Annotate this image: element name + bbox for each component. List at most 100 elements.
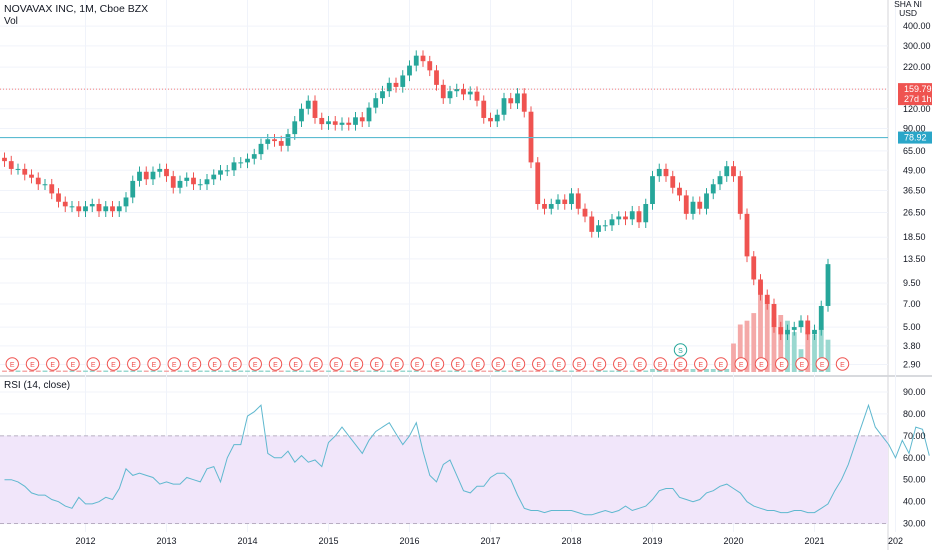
candle-body (501, 98, 507, 115)
earnings-marker (127, 357, 141, 371)
candle-body (778, 327, 784, 335)
candle-body (629, 211, 635, 220)
rsi-tick-label: 40.00 (903, 497, 926, 507)
candle-body (596, 225, 601, 232)
volume-bar (785, 320, 790, 372)
earnings-marker-label: E (455, 362, 460, 369)
earnings-marker (5, 357, 19, 371)
earnings-marker-label: E (779, 362, 784, 369)
candle-body (609, 219, 615, 226)
volume-bar (548, 370, 554, 372)
rsi-tick-label: 80.00 (903, 409, 926, 419)
candle-body (461, 89, 466, 95)
candle-body (29, 174, 34, 178)
rsi-band-fill (0, 435, 888, 524)
earnings-marker-label: E (476, 362, 481, 369)
candle-body (690, 201, 696, 214)
volume-bar (555, 370, 561, 372)
earnings-marker-label: E (50, 362, 55, 369)
volume-bar (758, 281, 763, 372)
candle-body (157, 168, 163, 172)
candle-body (76, 206, 82, 212)
candle-body (359, 117, 365, 122)
candle-body (623, 216, 628, 220)
candle-body (103, 206, 109, 212)
volume-bar (265, 370, 271, 372)
earnings-marker (673, 357, 688, 371)
price-tick-label: 13.50 (903, 254, 926, 264)
rsi-tick-label: 70.00 (903, 431, 926, 441)
volume-bar (184, 370, 190, 372)
candle-body (285, 134, 291, 146)
volume-bar (62, 370, 68, 372)
volume-bar (137, 370, 142, 372)
earnings-marker (532, 357, 546, 371)
candle-body (764, 294, 770, 304)
candle-body (69, 206, 75, 208)
volume-bar (191, 370, 196, 372)
earnings-marker (147, 357, 161, 371)
volume-bar (83, 370, 88, 372)
candle-body (177, 180, 183, 188)
volume-bar (744, 320, 750, 372)
candle-body (643, 204, 649, 223)
volume-bar (488, 370, 493, 372)
earnings-marker-label: E (91, 362, 96, 369)
earnings-marker-label: E (314, 362, 319, 369)
earnings-marker (390, 357, 404, 371)
candle-body (602, 225, 608, 227)
volume-bar (299, 370, 304, 372)
candle-body (791, 327, 797, 330)
earnings-marker-label: E (678, 362, 683, 369)
price-tick-label: 18.50 (903, 232, 926, 242)
year-tick-label: 2012 (75, 536, 95, 546)
price-tick-label: 49.00 (903, 165, 926, 175)
earnings-marker (208, 357, 222, 371)
candle-body (116, 206, 122, 212)
candle-body (8, 161, 14, 169)
earnings-marker (633, 357, 647, 371)
earnings-marker (491, 357, 505, 371)
earnings-marker-label: E (293, 362, 298, 369)
earnings-marker (734, 357, 748, 371)
volume-bar (218, 370, 223, 372)
earnings-marker-label: E (152, 362, 157, 369)
volume-bar (278, 370, 284, 372)
rsi-series-line (4, 403, 930, 516)
volume-bars (2, 281, 831, 372)
volume-bar (197, 370, 203, 372)
price-tick-label: 2.90 (903, 359, 921, 369)
earnings-marker (511, 357, 526, 371)
year-tick-label: 2020 (723, 536, 743, 546)
price-tick-label: 9.50 (903, 278, 921, 288)
earnings-marker-label: E (800, 362, 805, 369)
volume-bar (447, 370, 453, 372)
volume-bar (76, 370, 82, 372)
candle-body (164, 168, 169, 177)
last-price-value: 159.79 (904, 84, 932, 94)
year-tick-label: 2013 (156, 536, 176, 546)
price-tick-label: 26.50 (903, 208, 926, 218)
candle-body (123, 197, 129, 207)
volume-bar (643, 370, 649, 372)
candle-body (474, 91, 480, 101)
volume-bar (413, 370, 419, 372)
candle-body (744, 213, 750, 257)
year-tick-label: 2019 (642, 536, 662, 546)
candle-body (62, 201, 68, 207)
candle-body (143, 171, 149, 180)
earnings-marker (106, 357, 121, 371)
volume-bar (29, 370, 34, 372)
earnings-marker (815, 357, 829, 371)
volume-bar (508, 370, 514, 372)
candle-body (292, 121, 298, 135)
earnings-marker (248, 357, 262, 371)
volume-bar (535, 370, 541, 372)
earnings-marker (775, 357, 789, 371)
volume-bar (339, 370, 345, 372)
volume-bar (116, 370, 122, 372)
earnings-marker (471, 357, 485, 371)
price-tick-label: 36.50 (903, 186, 926, 196)
volume-bar (481, 370, 487, 372)
